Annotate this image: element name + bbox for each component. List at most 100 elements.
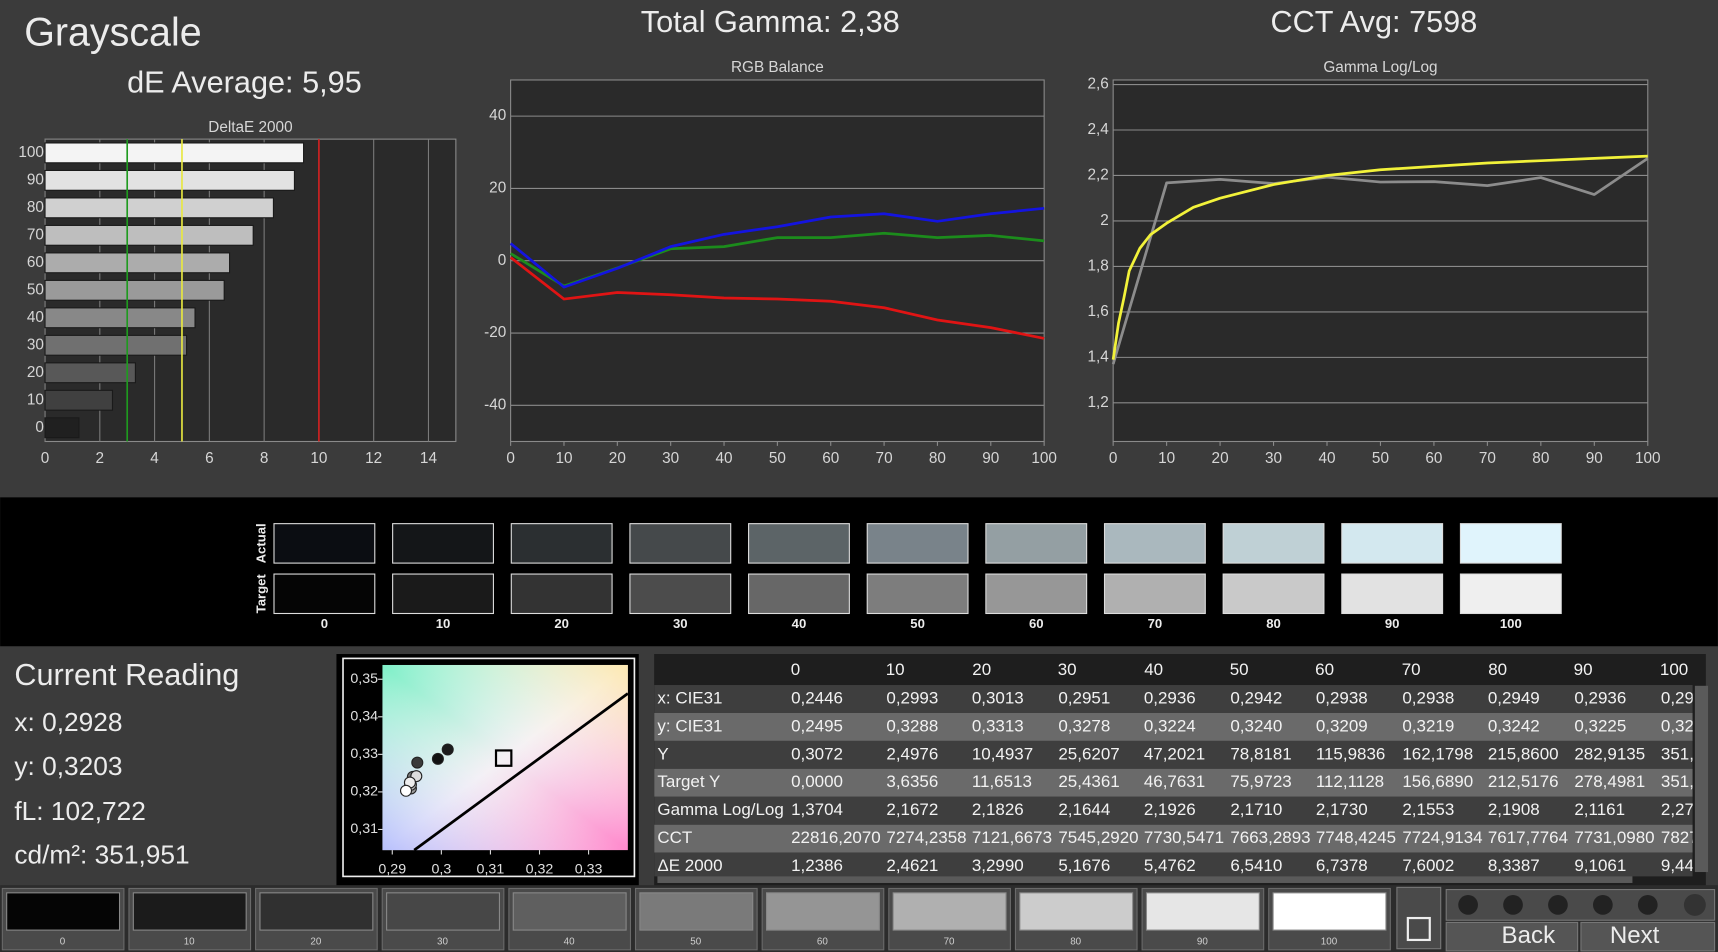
swatch-label: 0: [321, 616, 328, 631]
target-swatch: [985, 573, 1088, 615]
swatch-row-label: Actual: [253, 523, 268, 563]
scrollbar[interactable]: [1694, 685, 1709, 873]
patch-label[interactable]: 10: [184, 937, 195, 948]
category-label: 0: [35, 419, 44, 436]
swatch-label: 40: [792, 616, 807, 631]
patch-color[interactable]: [6, 892, 121, 931]
patch-label[interactable]: 0: [60, 937, 66, 948]
table-cell: 9,44: [1661, 856, 1694, 875]
refresh-icon[interactable]: [1637, 895, 1658, 915]
column-header: 0: [791, 660, 800, 679]
scrollbar[interactable]: [657, 873, 1633, 883]
patch-color[interactable]: [892, 892, 1007, 931]
table-cell: 6,7378: [1316, 856, 1368, 875]
plot-frame: [342, 657, 636, 878]
back-label[interactable]: Back: [1502, 922, 1557, 949]
column-header: 70: [1402, 660, 1421, 679]
record-icon[interactable]: [1683, 893, 1706, 916]
series-line: [509, 206, 1045, 289]
data-table: 0 10 20 30 40 50 60 70 80 90 100 x: CIE31 0,2446 0,29…: [654, 660, 1694, 877]
back-button[interactable]: [1445, 921, 1579, 952]
patch-label[interactable]: 30: [437, 937, 448, 948]
x-tick-label: 0,3: [431, 862, 451, 878]
loop-icon[interactable]: [1592, 895, 1613, 915]
next-label[interactable]: Next: [1610, 922, 1660, 949]
target-swatch: [748, 573, 850, 615]
patch-label[interactable]: 60: [817, 937, 828, 948]
table-cell: 3,6356: [886, 772, 938, 791]
patch-label[interactable]: 50: [690, 937, 701, 948]
table-row: [654, 685, 1693, 713]
row-label: ΔE 2000: [657, 856, 722, 875]
patch-label[interactable]: 70: [944, 937, 955, 948]
bar: [44, 197, 274, 219]
total-gamma: Total Gamma: 2,38: [641, 5, 900, 39]
column-header: 100: [1660, 660, 1688, 679]
measured-point: [441, 743, 454, 756]
bar: [44, 362, 136, 384]
de-average: dE Average: 5,95: [127, 65, 362, 99]
table-cell: 2,1672: [886, 800, 938, 819]
next-button[interactable]: [1580, 921, 1716, 952]
y-tick-label: 0: [498, 252, 507, 269]
patch-label[interactable]: 90: [1197, 937, 1208, 948]
table-cell: 2,1926: [1144, 800, 1196, 819]
x-tick-label: 50: [1372, 450, 1389, 467]
table-cell: 47,2021: [1144, 744, 1205, 763]
row-label: CCT: [657, 828, 692, 847]
table-cell: 0,3013: [972, 688, 1024, 707]
column-header: 10: [886, 660, 905, 679]
stop-icon[interactable]: [1458, 895, 1478, 915]
table-cell: 2,1710: [1230, 800, 1282, 819]
reading-y: y: 0,3203: [14, 751, 122, 781]
row-label: Gamma Log/Log: [657, 800, 783, 819]
patch-label[interactable]: 20: [310, 937, 321, 948]
patch-color[interactable]: [765, 892, 880, 931]
patch-color[interactable]: [639, 892, 754, 931]
table-cell: 7724,9134: [1402, 828, 1482, 847]
y-tick-label: 1,2: [1087, 394, 1108, 411]
patch-color[interactable]: [1019, 892, 1134, 931]
patch-label[interactable]: 100: [1321, 937, 1338, 948]
page-title: Grayscale: [24, 10, 201, 54]
chart-title: Gamma Log/Log: [1323, 59, 1437, 76]
x-tick-label: 0,33: [575, 862, 603, 878]
patch-label[interactable]: 40: [564, 937, 575, 948]
x-tick-label: 80: [1532, 450, 1549, 467]
patch-color[interactable]: [259, 892, 374, 931]
fit-icon[interactable]: [1548, 895, 1568, 915]
table-cell: 0,2942: [1230, 688, 1282, 707]
target-swatch: [273, 573, 376, 615]
table-cell: 0,2938: [1402, 688, 1454, 707]
swatch-label: 50: [910, 616, 925, 631]
table-cell: 0,3288: [886, 716, 938, 735]
table-cell: 0,3240: [1230, 716, 1282, 735]
bar: [44, 307, 196, 329]
bar: [44, 417, 80, 439]
patch-color[interactable]: [1272, 892, 1387, 931]
patch-color[interactable]: [386, 892, 501, 931]
target-swatch: [1459, 573, 1562, 615]
y-tick-label: 1,8: [1087, 257, 1108, 274]
category-label: 40: [27, 309, 44, 326]
patch-label[interactable]: 80: [1070, 937, 1081, 948]
table-cell: 282,9135: [1574, 744, 1645, 763]
x-tick-label: 8: [260, 450, 269, 467]
icon: [1406, 916, 1431, 942]
y-tick-label: 2: [1100, 212, 1109, 229]
patch-color[interactable]: [512, 892, 627, 931]
y-tick-label: -20: [484, 324, 506, 341]
series-line: [1111, 157, 1649, 365]
category-label: 100: [18, 144, 44, 161]
category-label: 50: [27, 281, 44, 298]
patch-color[interactable]: [132, 892, 247, 931]
actual-swatch: [510, 523, 613, 564]
table-cell: 9,1061: [1574, 856, 1626, 875]
table-cell: 0,3219: [1402, 716, 1454, 735]
table-cell: 0,3313: [972, 716, 1024, 735]
bar: [44, 389, 114, 411]
table-cell: 7121,6673: [972, 828, 1052, 847]
category-label: 80: [27, 199, 44, 216]
play-icon[interactable]: [1503, 895, 1523, 915]
patch-color[interactable]: [1145, 892, 1260, 931]
